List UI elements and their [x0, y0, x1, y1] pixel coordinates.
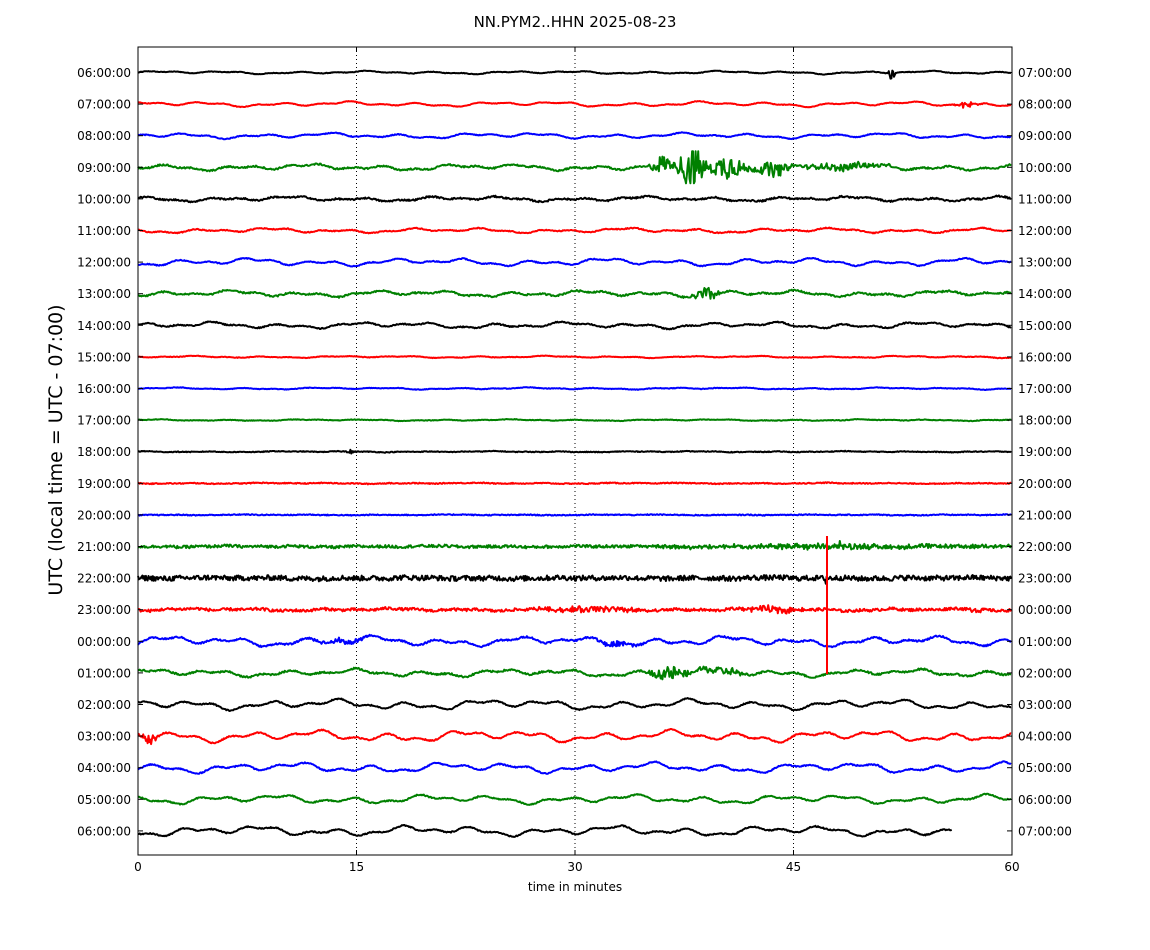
- trace-row-23: [137, 792, 1012, 806]
- trace-row-11: [137, 418, 1012, 423]
- row-right-label: 03:00:00: [1018, 698, 1072, 712]
- x-tick-label-60: 60: [1004, 860, 1019, 874]
- row-left-label: 20:00:00: [77, 508, 131, 522]
- row-left-label: 19:00:00: [77, 477, 131, 491]
- row-left-label: 10:00:00: [77, 192, 131, 206]
- row-left-label: 04:00:00: [77, 761, 131, 775]
- row-right-label: 19:00:00: [1018, 445, 1072, 459]
- row-left-label: 02:00:00: [77, 698, 131, 712]
- trace-row-12: [137, 448, 1012, 455]
- row-right-label: 23:00:00: [1018, 572, 1072, 586]
- row-left-label: 06:00:00: [77, 824, 131, 838]
- row-left-label: 13:00:00: [77, 287, 131, 301]
- row-right-label: 05:00:00: [1018, 761, 1072, 775]
- trace-row-20: [137, 697, 1012, 712]
- trace-row-13: [137, 481, 1012, 486]
- trace-row-17: [137, 604, 1012, 615]
- row-right-label: 10:00:00: [1018, 161, 1072, 175]
- row-left-label: 01:00:00: [77, 666, 131, 680]
- x-tick-label-30: 30: [567, 860, 582, 874]
- row-right-label: 04:00:00: [1018, 730, 1072, 744]
- row-left-label: 09:00:00: [77, 161, 131, 175]
- row-right-label: 06:00:00: [1018, 793, 1072, 807]
- row-right-label: 13:00:00: [1018, 256, 1072, 270]
- trace-row-9: [137, 354, 1012, 360]
- y-axis-label: UTC (local time = UTC - 07:00): [45, 304, 67, 595]
- row-right-label: 17:00:00: [1018, 382, 1072, 396]
- seismogram-traces: [137, 69, 1013, 838]
- row-left-label: 07:00:00: [77, 98, 131, 112]
- tick-marks: [137, 47, 1013, 855]
- row-left-label: 15:00:00: [77, 350, 131, 364]
- row-left-label: 16:00:00: [77, 382, 131, 396]
- row-right-label: 11:00:00: [1018, 192, 1072, 206]
- trace-row-21: [137, 728, 1012, 746]
- row-right-label: 12:00:00: [1018, 224, 1072, 238]
- row-left-label: 22:00:00: [77, 572, 131, 586]
- chart-title: NN.PYM2..HHN 2025-08-23: [474, 13, 677, 31]
- row-right-label: 16:00:00: [1018, 350, 1072, 364]
- row-right-label: 07:00:00: [1018, 66, 1072, 80]
- trace-row-5: [137, 226, 1012, 235]
- row-left-label: 12:00:00: [77, 256, 131, 270]
- x-tick-label-0: 0: [134, 860, 142, 874]
- row-right-label: 15:00:00: [1018, 319, 1072, 333]
- x-tick-label-15: 15: [349, 860, 364, 874]
- trace-row-1: [137, 100, 1012, 109]
- x-axis-label: time in minutes: [528, 880, 622, 894]
- row-right-label: 22:00:00: [1018, 540, 1072, 554]
- row-left-label: 23:00:00: [77, 603, 131, 617]
- row-left-label: 18:00:00: [77, 445, 131, 459]
- row-left-label: 08:00:00: [77, 129, 131, 143]
- right-time-labels: 07:00:00 08:00:00 09:00:00 10:00:00 11:00:00…: [1018, 66, 1072, 838]
- row-left-label: 00:00:00: [77, 635, 131, 649]
- trace-row-4: [137, 194, 1012, 204]
- trace-row-7: [137, 286, 1012, 300]
- trace-row-0: [137, 69, 1012, 80]
- x-tick-labels: 0 15 30 45 60: [134, 860, 1019, 874]
- row-right-label: 21:00:00: [1018, 508, 1072, 522]
- trace-row-8: [137, 320, 1012, 331]
- row-left-label: 03:00:00: [77, 730, 131, 744]
- trace-row-14: [137, 513, 1012, 517]
- row-right-label: 02:00:00: [1018, 666, 1072, 680]
- row-right-label: 00:00:00: [1018, 603, 1072, 617]
- row-left-label: 14:00:00: [77, 319, 131, 333]
- row-right-label: 18:00:00: [1018, 414, 1072, 428]
- trace-row-10: [137, 386, 1012, 391]
- trace-row-18: [137, 633, 1012, 649]
- row-left-label: 11:00:00: [77, 224, 131, 238]
- row-left-label: 06:00:00: [77, 66, 131, 80]
- row-right-label: 08:00:00: [1018, 98, 1072, 112]
- trace-row-15: [137, 540, 1013, 551]
- left-time-labels: 06:00:00 07:00:00 08:00:00 09:00:00 10:00:00…: [77, 66, 131, 838]
- x-tick-label-45: 45: [786, 860, 801, 874]
- row-right-label: 09:00:00: [1018, 129, 1072, 143]
- trace-row-2: [137, 131, 1012, 141]
- trace-row-22: [137, 760, 1012, 775]
- trace-row-3: [137, 150, 1012, 185]
- row-right-label: 01:00:00: [1018, 635, 1072, 649]
- row-right-label: 14:00:00: [1018, 287, 1072, 301]
- trace-row-24: [137, 824, 953, 838]
- row-right-label: 20:00:00: [1018, 477, 1072, 491]
- trace-row-19: [137, 665, 1012, 681]
- trace-row-6: [137, 256, 1012, 268]
- row-left-label: 17:00:00: [77, 414, 131, 428]
- trace-row-16: [137, 574, 1013, 585]
- row-left-label: 21:00:00: [77, 540, 131, 554]
- row-right-label: 07:00:00: [1018, 824, 1072, 838]
- row-left-label: 05:00:00: [77, 793, 131, 807]
